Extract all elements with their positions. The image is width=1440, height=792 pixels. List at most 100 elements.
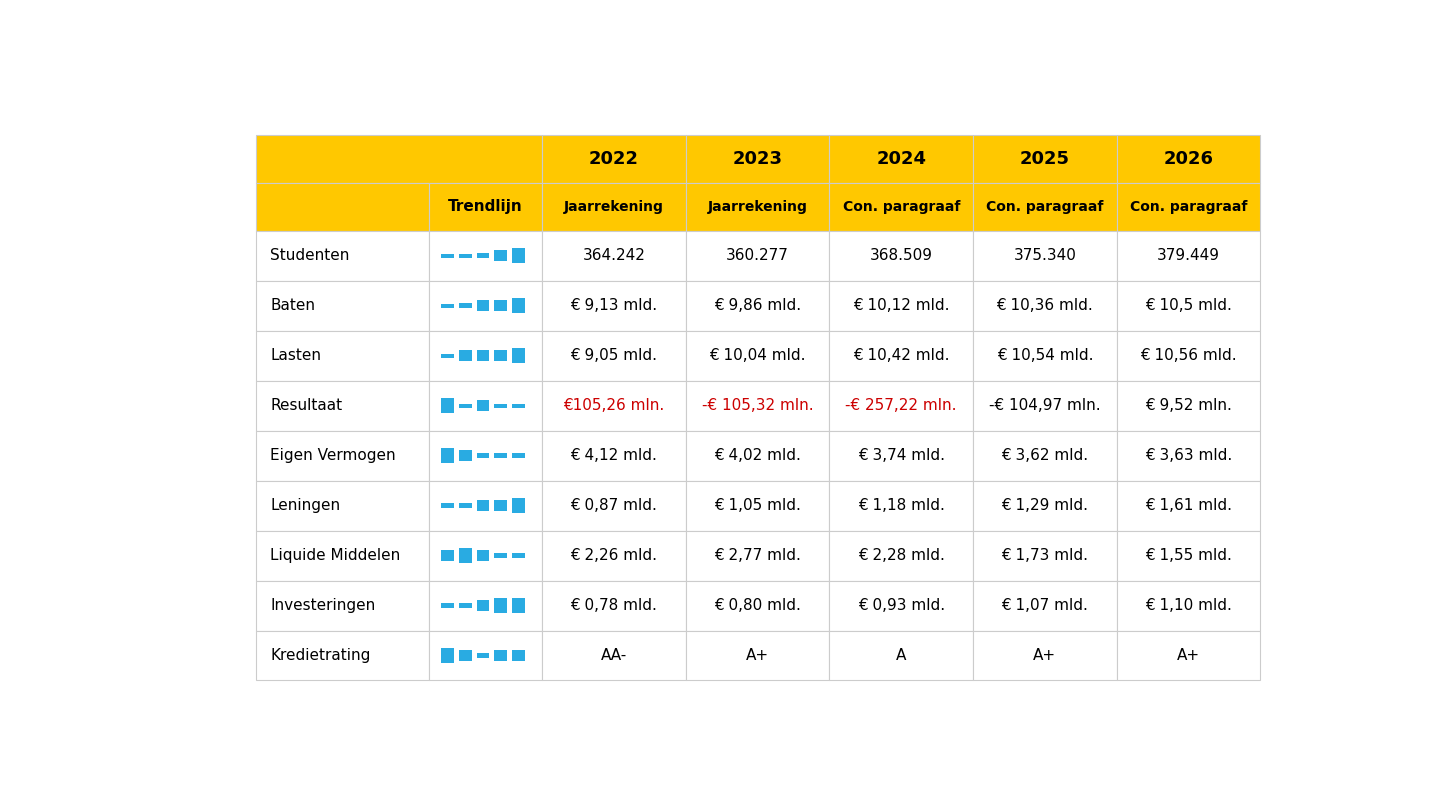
Bar xyxy=(494,250,507,261)
Text: € 1,07 mld.: € 1,07 mld. xyxy=(1001,598,1089,613)
Bar xyxy=(541,481,685,531)
Text: Con. paragraaf: Con. paragraaf xyxy=(842,200,960,214)
Bar xyxy=(541,230,685,280)
Bar xyxy=(829,431,973,481)
Bar xyxy=(459,253,471,258)
Bar xyxy=(973,280,1116,331)
Bar xyxy=(513,348,524,364)
Text: € 10,54 mld.: € 10,54 mld. xyxy=(996,348,1093,364)
Bar xyxy=(256,531,429,581)
Bar xyxy=(441,353,454,358)
Bar xyxy=(477,550,490,561)
Text: 2022: 2022 xyxy=(589,150,639,168)
Text: € 10,12 mld.: € 10,12 mld. xyxy=(852,299,949,313)
Bar xyxy=(459,450,471,461)
Bar xyxy=(541,381,685,431)
Text: € 1,05 mld.: € 1,05 mld. xyxy=(714,498,801,513)
Bar xyxy=(459,604,471,607)
Bar xyxy=(1116,135,1260,183)
Bar xyxy=(541,331,685,381)
Text: € 1,55 mld.: € 1,55 mld. xyxy=(1145,548,1231,563)
Bar xyxy=(685,630,829,680)
Text: € 0,78 mld.: € 0,78 mld. xyxy=(570,598,658,613)
Text: € 10,42 mld.: € 10,42 mld. xyxy=(852,348,949,364)
Text: Investeringen: Investeringen xyxy=(271,598,376,613)
Bar xyxy=(429,630,541,680)
Bar xyxy=(685,581,829,630)
Text: Eigen Vermogen: Eigen Vermogen xyxy=(271,448,396,463)
Bar xyxy=(494,554,507,558)
Bar xyxy=(494,454,507,458)
Bar xyxy=(1116,183,1260,230)
Text: A: A xyxy=(896,648,906,663)
Bar xyxy=(973,481,1116,531)
Text: Trendlijn: Trendlijn xyxy=(448,200,523,214)
Text: 364.242: 364.242 xyxy=(583,248,645,263)
Text: € 10,36 mld.: € 10,36 mld. xyxy=(996,299,1093,313)
Bar xyxy=(429,230,541,280)
Bar xyxy=(829,135,973,183)
Bar xyxy=(256,630,429,680)
Bar xyxy=(477,600,490,611)
Bar xyxy=(829,381,973,431)
Bar xyxy=(541,135,685,183)
Text: Studenten: Studenten xyxy=(271,248,350,263)
Bar xyxy=(256,381,429,431)
Bar xyxy=(441,448,454,463)
Bar xyxy=(685,135,829,183)
Text: € 9,13 mld.: € 9,13 mld. xyxy=(570,299,658,313)
Bar xyxy=(256,183,429,230)
Text: Jaarrekening: Jaarrekening xyxy=(707,200,808,214)
Bar xyxy=(685,531,829,581)
Bar xyxy=(513,650,524,661)
Bar xyxy=(513,598,524,613)
Text: -€ 257,22 mln.: -€ 257,22 mln. xyxy=(845,398,958,413)
Bar xyxy=(256,431,429,481)
Bar xyxy=(441,550,454,561)
Text: € 3,63 mld.: € 3,63 mld. xyxy=(1145,448,1233,463)
Bar xyxy=(256,280,429,331)
Text: € 9,52 mln.: € 9,52 mln. xyxy=(1145,398,1231,413)
Bar xyxy=(513,403,524,408)
Bar xyxy=(494,650,507,661)
Bar xyxy=(494,300,507,311)
Bar xyxy=(256,135,541,183)
Text: € 10,04 mld.: € 10,04 mld. xyxy=(710,348,806,364)
Text: 2023: 2023 xyxy=(733,150,782,168)
Text: 375.340: 375.340 xyxy=(1014,248,1076,263)
Text: Kredietrating: Kredietrating xyxy=(271,648,370,663)
Text: A+: A+ xyxy=(1176,648,1200,663)
Bar xyxy=(441,504,454,508)
Bar xyxy=(685,230,829,280)
Bar xyxy=(459,403,471,408)
Text: 379.449: 379.449 xyxy=(1156,248,1220,263)
Bar xyxy=(541,183,685,230)
Text: Resultaat: Resultaat xyxy=(271,398,343,413)
Text: A+: A+ xyxy=(746,648,769,663)
Text: € 1,10 mld.: € 1,10 mld. xyxy=(1145,598,1231,613)
Text: 368.509: 368.509 xyxy=(870,248,933,263)
Text: € 9,05 mld.: € 9,05 mld. xyxy=(570,348,658,364)
Bar xyxy=(1116,280,1260,331)
Bar xyxy=(685,381,829,431)
Text: Leningen: Leningen xyxy=(271,498,340,513)
Bar xyxy=(513,299,524,313)
Bar xyxy=(685,280,829,331)
Bar xyxy=(459,548,471,563)
Bar xyxy=(973,183,1116,230)
Bar xyxy=(1116,531,1260,581)
Bar xyxy=(829,280,973,331)
Bar xyxy=(1116,331,1260,381)
Bar xyxy=(494,500,507,511)
Bar xyxy=(1116,481,1260,531)
Bar xyxy=(1116,581,1260,630)
Text: 2026: 2026 xyxy=(1164,150,1214,168)
Bar xyxy=(513,498,524,513)
Bar xyxy=(829,331,973,381)
Bar xyxy=(973,630,1116,680)
Bar xyxy=(441,648,454,663)
Bar xyxy=(429,280,541,331)
Bar xyxy=(477,350,490,361)
Text: € 3,74 mld.: € 3,74 mld. xyxy=(858,448,945,463)
Bar xyxy=(541,531,685,581)
